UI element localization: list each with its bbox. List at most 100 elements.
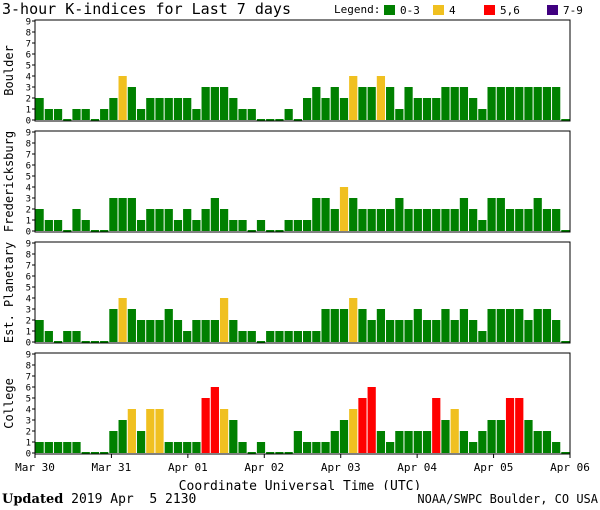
x-tick-label: Apr 01 <box>168 461 208 474</box>
k-index-bar <box>35 442 44 453</box>
k-index-bar <box>422 320 432 342</box>
legend-label: Legend: <box>334 3 380 16</box>
y-tick-label: 4 <box>26 295 31 305</box>
k-index-bar <box>90 452 100 454</box>
k-index-bar <box>53 442 63 453</box>
k-index-bar <box>496 309 505 342</box>
k-index-bar <box>552 442 561 453</box>
k-index-bar <box>478 331 487 342</box>
k-index-bar <box>524 420 533 453</box>
k-index-bar <box>330 87 339 120</box>
k-index-bar <box>459 309 469 342</box>
y-tick-label: 7 <box>26 373 31 383</box>
x-tick-label: Apr 06 <box>550 461 590 474</box>
k-index-bar <box>358 209 367 231</box>
k-index-bar <box>192 320 201 342</box>
y-tick-label: 1 <box>26 217 31 227</box>
k-index-bar <box>201 320 210 342</box>
k-index-bar <box>118 420 127 453</box>
k-index-bar <box>422 209 432 231</box>
y-tick-label: 1 <box>26 328 31 338</box>
k-index-bar <box>219 87 229 120</box>
k-index-bar <box>109 98 118 120</box>
k-index-bar <box>247 452 256 454</box>
k-index-bar <box>542 309 552 342</box>
k-index-bar <box>552 320 561 342</box>
k-index-bar <box>136 431 146 453</box>
y-tick-label: 8 <box>26 362 31 372</box>
k-index-bar <box>100 452 109 454</box>
k-index-bar <box>275 230 284 232</box>
k-index-bar <box>81 109 90 120</box>
k-index-bar <box>561 119 570 121</box>
k-index-bar <box>376 431 386 453</box>
y-tick-label: 2 <box>26 428 31 438</box>
k-index-bar <box>505 398 515 453</box>
k-index-bar <box>312 87 321 120</box>
y-tick-label: 3 <box>26 84 31 94</box>
k-index-bar <box>266 452 275 454</box>
y-tick-label: 5 <box>26 284 31 294</box>
k-index-bar <box>219 298 229 342</box>
k-index-bar <box>284 220 293 231</box>
k-index-bar <box>127 309 136 342</box>
k-index-bar <box>183 442 192 453</box>
k-index-bar <box>238 220 247 231</box>
panel-frame <box>34 19 571 122</box>
k-index-bar <box>533 309 542 342</box>
k-index-bar <box>358 87 367 120</box>
k-index-bar <box>358 398 367 453</box>
k-index-bar <box>256 119 266 121</box>
k-index-bar <box>100 109 109 120</box>
k-index-bar <box>515 309 524 342</box>
k-index-bar <box>210 198 219 231</box>
y-tick-label: 5 <box>26 173 31 183</box>
k-index-bar <box>395 320 404 342</box>
k-index-bar <box>247 331 256 342</box>
k-index-bar <box>210 87 219 120</box>
y-tick-label: 6 <box>26 51 31 61</box>
y-tick-label: 4 <box>26 406 31 416</box>
k-index-bar <box>238 442 247 453</box>
k-index-bar <box>542 209 552 231</box>
x-axis-label: Coordinate Universal Time (UTC) <box>179 479 422 490</box>
k-index-bar <box>136 109 146 120</box>
k-index-bar <box>312 331 321 342</box>
k-index-bar <box>404 320 413 342</box>
k-index-bar <box>100 230 109 232</box>
k-index-bar <box>404 431 413 453</box>
k-index-bar <box>44 220 53 231</box>
k-index-bar <box>266 119 275 121</box>
k-index-bar <box>164 309 173 342</box>
k-index-bar <box>561 452 570 454</box>
k-index-bar <box>275 119 284 121</box>
k-index-bar <box>266 230 275 232</box>
y-tick-label: 8 <box>26 140 31 150</box>
k-index-bar <box>63 230 72 232</box>
k-index-bar <box>524 209 533 231</box>
k-index-bar <box>496 87 505 120</box>
k-index-bar <box>192 220 201 231</box>
k-index-bar <box>339 187 349 231</box>
k-index-bar <box>183 209 192 231</box>
k-index-bar <box>367 320 376 342</box>
k-index-bar <box>404 87 413 120</box>
k-index-bar <box>81 452 90 454</box>
updated-label: Updated <box>2 492 64 507</box>
k-index-bar <box>192 109 201 120</box>
k-index-bar <box>63 119 72 121</box>
k-index-bar <box>183 331 192 342</box>
y-tick-label: 3 <box>26 306 31 316</box>
k-index-bar <box>376 309 386 342</box>
k-index-bar <box>164 98 173 120</box>
k-index-bar <box>469 320 478 342</box>
k-index-bar <box>256 220 266 231</box>
updated-value: 2019 Apr 5 2130 <box>63 492 197 507</box>
k-index-bar <box>136 220 146 231</box>
k-index-bar <box>229 98 238 120</box>
k-index-bar <box>432 398 441 453</box>
k-index-bar <box>339 309 349 342</box>
k-index-bar <box>515 87 524 120</box>
